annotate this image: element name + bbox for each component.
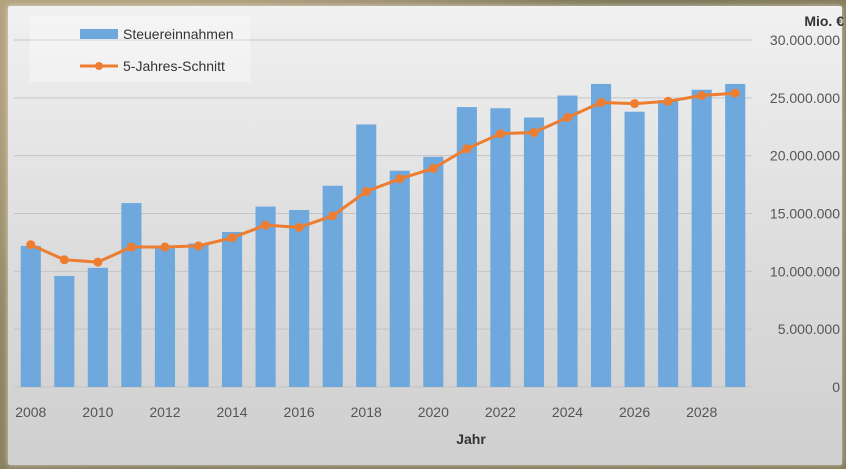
bar bbox=[557, 95, 578, 388]
y-tick-label: 10.000.000 bbox=[770, 263, 840, 279]
bar bbox=[456, 107, 477, 387]
line-point bbox=[261, 220, 271, 230]
bar bbox=[322, 185, 343, 387]
bar bbox=[523, 117, 545, 387]
y-tick-label: 30.000.000 bbox=[770, 32, 840, 48]
x-tick-label: 2008 bbox=[15, 404, 46, 420]
legend-label-5-jahres-schnitt: 5-Jahres-Schnitt bbox=[123, 58, 225, 74]
y-axis: 0 5.000.000 10.000.000 15.000.000 20.000.000… bbox=[770, 32, 840, 395]
y-tick-label: 25.000.000 bbox=[770, 90, 840, 106]
bar-series bbox=[20, 83, 746, 388]
x-tick-label: 2018 bbox=[351, 404, 382, 420]
bar bbox=[121, 203, 142, 387]
line-point bbox=[227, 233, 237, 243]
bar bbox=[255, 206, 276, 387]
line-point bbox=[630, 99, 640, 109]
bar bbox=[389, 170, 410, 387]
line-point bbox=[428, 163, 438, 173]
y-tick-label: 5.000.000 bbox=[778, 321, 840, 337]
line-point bbox=[529, 128, 539, 138]
line-point bbox=[596, 97, 606, 107]
legend-swatch-marker bbox=[95, 62, 103, 70]
x-tick-label: 2022 bbox=[485, 404, 516, 420]
line-point bbox=[697, 91, 707, 101]
legend-swatch-steuereinnahmen bbox=[80, 29, 118, 39]
bar bbox=[20, 245, 41, 387]
bar bbox=[154, 248, 176, 387]
bar bbox=[624, 111, 645, 388]
x-tick-label: 2028 bbox=[686, 404, 717, 420]
line-point bbox=[663, 96, 673, 106]
line-point bbox=[495, 129, 505, 139]
bar bbox=[188, 243, 209, 387]
line-point bbox=[730, 88, 740, 98]
y-tick-label: 15.000.000 bbox=[770, 206, 840, 222]
line-point bbox=[563, 112, 572, 122]
legend: Steuereinnahmen 5-Jahres-Schnitt bbox=[30, 16, 250, 82]
line-point bbox=[395, 174, 405, 184]
bar bbox=[221, 232, 243, 387]
x-tick-label: 2014 bbox=[216, 404, 247, 420]
legend-box bbox=[30, 16, 250, 82]
x-tick-label: 2020 bbox=[418, 404, 449, 420]
bar bbox=[490, 108, 511, 387]
x-axis-title: Jahr bbox=[456, 431, 486, 447]
line-point bbox=[294, 222, 304, 232]
y-axis-unit-label: Mio. € bbox=[804, 13, 844, 29]
y-tick-label: 0 bbox=[832, 379, 840, 395]
bar bbox=[725, 83, 746, 387]
x-tick-label: 2012 bbox=[149, 404, 180, 420]
line-point bbox=[126, 242, 136, 252]
line-point bbox=[328, 211, 338, 221]
line-point bbox=[462, 144, 472, 154]
bar bbox=[54, 275, 75, 387]
x-tick-label: 2026 bbox=[619, 404, 650, 420]
bar bbox=[658, 100, 679, 387]
y-tick-label: 20.000.000 bbox=[770, 148, 840, 164]
x-axis: 2008 2010 2012 2014 2016 2018 2020 2022 2024 2026… bbox=[15, 404, 717, 420]
bar bbox=[691, 89, 712, 387]
line-point bbox=[361, 187, 371, 197]
line-point bbox=[59, 255, 69, 265]
line-series bbox=[26, 88, 740, 267]
x-tick-label: 2016 bbox=[284, 404, 315, 420]
legend-label-steuereinnahmen: Steuereinnahmen bbox=[123, 26, 234, 42]
bar bbox=[87, 267, 108, 387]
line-point bbox=[194, 241, 203, 251]
line-point bbox=[160, 242, 170, 252]
bar bbox=[423, 156, 444, 387]
line-point bbox=[26, 240, 36, 250]
x-tick-label: 2010 bbox=[82, 404, 113, 420]
line-point bbox=[93, 257, 103, 267]
bar bbox=[356, 124, 377, 387]
average-line bbox=[30, 91, 736, 264]
bar bbox=[289, 210, 310, 387]
x-tick-label: 2024 bbox=[552, 404, 583, 420]
bar bbox=[590, 83, 612, 387]
